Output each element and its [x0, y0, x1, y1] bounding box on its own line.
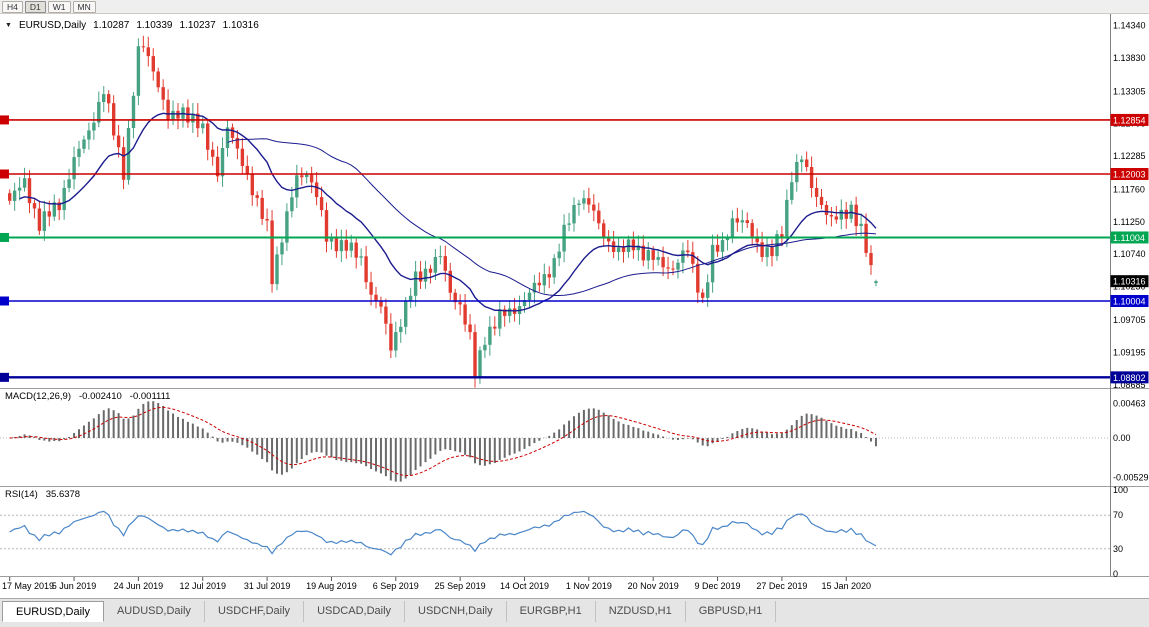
- level-left-marker: [0, 232, 9, 242]
- tab-usdchf-daily[interactable]: USDCHF,Daily: [204, 601, 305, 622]
- svg-text:31 Jul 2019: 31 Jul 2019: [244, 581, 291, 591]
- symbol-label: EURUSD,Daily: [18, 20, 87, 31]
- chart-frame: [0, 14, 1149, 598]
- level-left-marker: [0, 169, 9, 179]
- ma-lines: [19, 112, 877, 312]
- timeframe-button-mn[interactable]: MN: [72, 0, 96, 13]
- svg-text:1.13830: 1.13830: [1113, 53, 1146, 63]
- level-left-marker: [0, 115, 9, 125]
- macd-pane: 0.00463 0.00 -0.00529: [0, 398, 1149, 482]
- svg-text:1.09195: 1.09195: [1113, 347, 1146, 357]
- svg-text:12 Jul 2019: 12 Jul 2019: [179, 581, 226, 591]
- svg-text:19 Aug 2019: 19 Aug 2019: [306, 581, 357, 591]
- tab-eurusd-daily[interactable]: EURUSD,Daily: [2, 601, 104, 622]
- svg-text:1.10316: 1.10316: [1113, 277, 1146, 287]
- svg-text:30: 30: [1113, 544, 1123, 554]
- svg-text:1.09705: 1.09705: [1113, 315, 1146, 325]
- level-left-marker: [0, 372, 9, 382]
- svg-text:1 Nov 2019: 1 Nov 2019: [566, 581, 612, 591]
- price-tag-1.08802: 1.08802: [1113, 373, 1146, 383]
- level-lines: 1.12854 1.12003 1.11004 1.10004 1.08802: [0, 113, 1149, 384]
- svg-text:-0.00529: -0.00529: [1113, 472, 1149, 482]
- svg-text:15 Jan 2020: 15 Jan 2020: [821, 581, 871, 591]
- svg-text:20 Nov 2019: 20 Nov 2019: [628, 581, 679, 591]
- tab-nzdusd-h1[interactable]: NZDUSD,H1: [595, 601, 686, 622]
- timeframe-toolbar: H4 D1 W1 MN: [0, 0, 1149, 14]
- candlestick-series: [8, 35, 878, 388]
- macd-name: MACD(12,26,9): [5, 391, 71, 402]
- svg-text:5 Jun 2019: 5 Jun 2019: [52, 581, 97, 591]
- tab-usdcnh-daily[interactable]: USDCNH,Daily: [405, 601, 507, 622]
- svg-text:0.00: 0.00: [1113, 433, 1131, 443]
- svg-text:1.13305: 1.13305: [1113, 86, 1146, 96]
- tab-gbpusd-h1[interactable]: GBPUSD,H1: [685, 601, 777, 622]
- low-value: 1.10237: [179, 20, 216, 31]
- rsi-indicator-label: RSI(14) 35.6378: [5, 489, 80, 500]
- svg-text:6 Sep 2019: 6 Sep 2019: [373, 581, 419, 591]
- macd-main-value: -0.002410: [79, 391, 122, 402]
- timeframe-button-h4[interactable]: H4: [2, 0, 23, 13]
- symbol-tabbar: EURUSD,Daily AUDUSD,Daily USDCHF,Daily USDC…: [0, 598, 1149, 627]
- macd-signal-value: -0.001111: [129, 391, 171, 402]
- svg-text:70: 70: [1113, 510, 1123, 520]
- timeframe-button-w1[interactable]: W1: [47, 0, 71, 13]
- svg-text:24 Jun 2019: 24 Jun 2019: [114, 581, 164, 591]
- svg-text:1.11250: 1.11250: [1113, 217, 1145, 227]
- open-value: 1.10287: [93, 20, 130, 31]
- chevron-down-icon: ▼: [5, 22, 12, 29]
- svg-text:9 Dec 2019: 9 Dec 2019: [695, 581, 741, 591]
- chart-header: ▼ EURUSD,Daily 1.10287 1.10339 1.10237 1…: [5, 20, 259, 31]
- tab-usdcad-daily[interactable]: USDCAD,Daily: [304, 601, 406, 622]
- price-tag-1.12003: 1.12003: [1113, 170, 1146, 180]
- rsi-pane: 100 70 30 0: [0, 485, 1128, 579]
- svg-text:0.00463: 0.00463: [1113, 398, 1146, 408]
- price-tag-1.11004: 1.11004: [1113, 233, 1145, 243]
- rsi-name: RSI(14): [5, 489, 38, 500]
- tab-eurgbp-h1[interactable]: EURGBP,H1: [506, 601, 596, 622]
- svg-text:1.11760: 1.11760: [1113, 184, 1145, 194]
- svg-text:1.14340: 1.14340: [1113, 21, 1146, 31]
- svg-text:14 Oct 2019: 14 Oct 2019: [500, 581, 549, 591]
- level-left-marker: [0, 296, 9, 306]
- price-tag-1.12854: 1.12854: [1113, 115, 1146, 125]
- svg-text:1.08685: 1.08685: [1113, 380, 1146, 390]
- svg-text:27 Dec 2019: 27 Dec 2019: [756, 581, 807, 591]
- svg-text:25 Sep 2019: 25 Sep 2019: [435, 581, 486, 591]
- high-value: 1.10339: [136, 20, 173, 31]
- current-price-tag: 1.10316: [1110, 275, 1149, 288]
- macd-indicator-label: MACD(12,26,9) -0.002410 -0.001111: [5, 391, 170, 402]
- svg-text:1.12285: 1.12285: [1113, 151, 1146, 161]
- price-tag-1.10004: 1.10004: [1113, 296, 1146, 306]
- close-value: 1.10316: [222, 20, 259, 31]
- svg-text:17 May 2019: 17 May 2019: [2, 581, 54, 591]
- rsi-value: 35.6378: [45, 489, 81, 500]
- svg-text:0: 0: [1113, 569, 1118, 579]
- tab-audusd-daily[interactable]: AUDUSD,Daily: [103, 601, 205, 622]
- svg-text:100: 100: [1113, 485, 1128, 495]
- timeframe-button-d1[interactable]: D1: [24, 0, 46, 13]
- svg-text:1.10740: 1.10740: [1113, 249, 1146, 259]
